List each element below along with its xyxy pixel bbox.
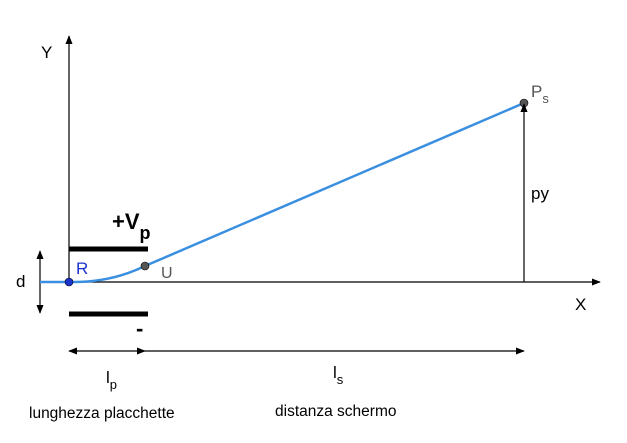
point-ps-label: Ps [531, 82, 549, 106]
ps-main: P [531, 82, 542, 101]
lunghezza-placchette-label: lunghezza placchette [29, 405, 175, 422]
point-r-label: R [76, 259, 88, 278]
lp-label: lp [106, 368, 117, 392]
minus-label: - [136, 316, 143, 341]
lp-main: l [106, 368, 110, 387]
ls-label: ls [333, 363, 344, 387]
point-u [140, 261, 150, 271]
plus-v-sub: p [140, 223, 151, 243]
ls-main: l [333, 363, 337, 382]
ls-sub: s [337, 372, 344, 387]
lp-sub: p [110, 377, 117, 392]
ps-sub: s [542, 91, 549, 106]
distanza-schermo-label: distanza schermo [275, 403, 396, 420]
trajectory-line [144, 101, 525, 268]
point-r [64, 277, 74, 287]
y-axis-label: Y [41, 43, 52, 62]
trajectory-curve [68, 264, 146, 284]
py-label: py [531, 184, 549, 203]
x-axis-label: X [575, 295, 586, 314]
point-u-label: U [161, 265, 173, 282]
d-label: d [16, 272, 25, 291]
plus-vp-label: +Vp [112, 209, 151, 243]
plus-v-main: +V [112, 209, 140, 234]
